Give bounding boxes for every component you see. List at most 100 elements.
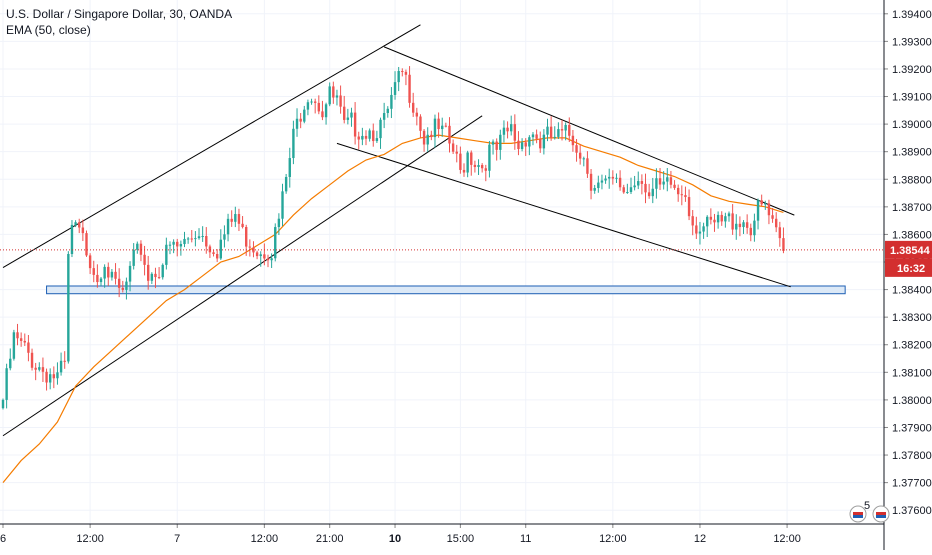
candle-body-down — [767, 203, 771, 216]
ema-line — [2, 134, 784, 483]
candle-body-down — [364, 135, 368, 139]
candle-body-up — [626, 192, 629, 194]
candle-body-down — [208, 246, 212, 253]
descending-channel-lower[interactable] — [336, 142, 791, 288]
candle-body-up — [5, 368, 8, 400]
candle-body-down — [353, 112, 357, 137]
candle-body-down — [408, 74, 411, 103]
ascending-channel-lower[interactable] — [2, 115, 483, 437]
candle-body-up — [201, 235, 204, 237]
candle-body-up — [110, 271, 114, 278]
candle-body-down — [63, 360, 66, 362]
support-zone[interactable] — [46, 285, 846, 295]
candle-body-down — [422, 130, 426, 145]
candle-body-up — [125, 281, 128, 290]
candle-body-up — [150, 273, 154, 281]
candle-body-down — [157, 277, 161, 279]
y-tick-label: 1.38000 — [892, 395, 932, 407]
candle-body-down — [782, 238, 785, 251]
candle-body-down — [513, 124, 517, 141]
candle-body-up — [70, 224, 74, 255]
candle-body-down — [88, 255, 92, 269]
candle-body-down — [437, 118, 440, 130]
candle-body-up — [706, 216, 709, 227]
ascending-channel-upper[interactable] — [2, 24, 421, 268]
candle-body-down — [143, 254, 146, 265]
candle-body-up — [553, 136, 556, 138]
candle-body-up — [582, 158, 585, 160]
candle-body-up — [303, 109, 306, 122]
y-tick-label: 1.37900 — [892, 422, 932, 434]
candle-body-up — [491, 141, 495, 145]
candle-body-down — [618, 177, 622, 188]
candle-body-down — [372, 130, 375, 142]
ema-layer — [2, 134, 784, 483]
candle-body-down — [339, 95, 342, 107]
candle-body-down — [92, 268, 95, 275]
candle-body-up — [194, 238, 197, 240]
flag-badge-icon[interactable] — [849, 505, 867, 523]
candle-body-up — [136, 243, 139, 250]
candle-body-up — [274, 227, 277, 259]
candle-body-down — [517, 140, 520, 150]
candle-body-down — [680, 194, 684, 196]
candle-body-up — [542, 134, 546, 149]
flag-badge-icon-2[interactable] — [872, 505, 890, 523]
candle-body-down — [578, 152, 582, 159]
candle-body-down — [560, 129, 564, 131]
candle-body-down — [669, 177, 673, 185]
candle-body-up — [259, 254, 262, 257]
badge-count: 5 — [864, 500, 870, 512]
candle-body-down — [524, 142, 527, 147]
candle-body-down — [343, 106, 346, 120]
candle-body-down — [230, 218, 233, 222]
candle-body-up — [426, 134, 429, 145]
candle-body-down — [332, 86, 335, 98]
candle-body-up — [753, 220, 756, 236]
candle-body-down — [720, 214, 723, 222]
last-price-value: 1.38544 — [890, 245, 931, 257]
candle-body-down — [774, 218, 778, 228]
candle-body-down — [687, 197, 691, 217]
candle-body-up — [597, 182, 600, 189]
y-tick-label: 1.38600 — [892, 229, 932, 241]
candle-body-down — [647, 192, 651, 197]
candle-body-down — [473, 164, 477, 167]
candle-body-up — [488, 144, 491, 171]
candle-body-down — [484, 168, 487, 171]
candle-body-down — [462, 169, 466, 173]
candle-body-down — [313, 101, 317, 103]
candle-body-down — [444, 125, 448, 127]
candle-body-up — [727, 213, 731, 217]
candle-body-up — [615, 177, 618, 179]
candle-body-up — [288, 158, 291, 177]
candle-body-up — [277, 218, 281, 228]
candle-body-up — [132, 249, 135, 266]
candle-body-down — [644, 183, 647, 193]
last-price-tag: 1.38544 16:32 — [885, 240, 932, 277]
y-tick-label: 1.39400 — [892, 9, 932, 21]
candle-body-up — [12, 332, 16, 359]
y-tick-label: 1.39300 — [892, 36, 932, 48]
candle-body-up — [284, 176, 288, 192]
candle-body-up — [99, 278, 103, 283]
candle-body-down — [299, 118, 302, 122]
candle-body-down — [27, 342, 30, 353]
x-tick-label: 12 — [694, 533, 706, 545]
candle-body-down — [205, 235, 208, 247]
candle-body-down — [41, 367, 45, 372]
candle-body-up — [324, 104, 328, 118]
candle-body-down — [263, 254, 266, 259]
candle-body-down — [451, 143, 455, 152]
candle-body-down — [96, 274, 99, 283]
y-tick-label: 1.37700 — [892, 478, 932, 490]
candle-body-down — [16, 332, 19, 339]
y-tick-label: 1.39200 — [892, 64, 932, 76]
descending-channel-upper[interactable] — [383, 46, 795, 216]
y-tick-label: 1.39000 — [892, 119, 932, 131]
candle-body-down — [691, 216, 694, 226]
candle-body-up — [666, 177, 669, 182]
candle-body-down — [23, 340, 26, 343]
